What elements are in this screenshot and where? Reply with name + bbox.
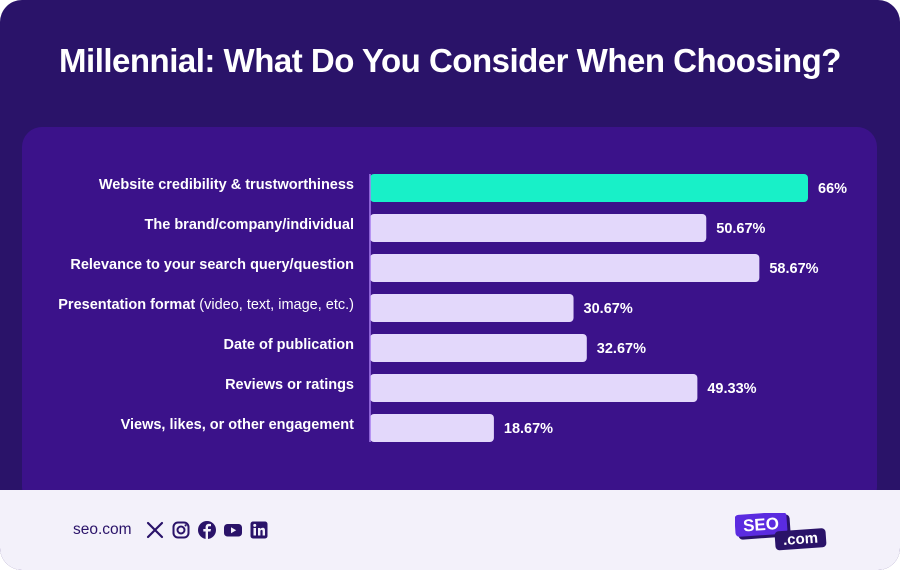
value-label: 50.67%	[716, 221, 765, 237]
bar	[370, 254, 760, 282]
category-label: Relevance to your search query/question	[70, 257, 354, 273]
value-label: 49.33%	[707, 381, 756, 397]
value-label: 66%	[818, 181, 847, 197]
bar-chart: Website credibility & trustworthiness 66%…	[58, 174, 847, 442]
bar	[370, 374, 698, 402]
category-label: Reviews or ratings	[225, 377, 354, 393]
category-label: Views, likes, or other engagement	[121, 417, 355, 433]
footer: seo.com	[0, 490, 900, 570]
chart-title: Millennial: What Do You Consider When Ch…	[59, 42, 841, 79]
value-label: 30.67%	[584, 301, 633, 317]
category-label: Presentation format (video, text, image,…	[58, 297, 354, 313]
category-label: The brand/company/individual	[145, 217, 354, 233]
category-label: Date of publication	[224, 337, 355, 353]
bar	[370, 294, 574, 322]
bar	[370, 334, 587, 362]
seo-logo[interactable]: SEO .com	[735, 513, 830, 551]
x-icon[interactable]	[145, 520, 165, 540]
footer-domain[interactable]: seo.com	[73, 521, 132, 538]
logo-com-text: .com	[782, 530, 818, 549]
value-label: 18.67%	[504, 421, 553, 437]
chart-panel: Website credibility & trustworthiness 66%…	[22, 127, 877, 507]
bar	[370, 414, 494, 442]
instagram-icon[interactable]	[171, 520, 191, 540]
facebook-icon[interactable]	[197, 520, 217, 540]
bar	[370, 214, 707, 242]
category-label: Website credibility & trustworthiness	[99, 177, 354, 193]
linkedin-icon[interactable]	[249, 520, 269, 540]
logo-seo-text: SEO	[742, 514, 779, 535]
youtube-icon[interactable]	[223, 520, 243, 540]
value-label: 32.67%	[597, 341, 646, 357]
value-label: 58.67%	[769, 261, 818, 277]
bar	[370, 174, 808, 202]
